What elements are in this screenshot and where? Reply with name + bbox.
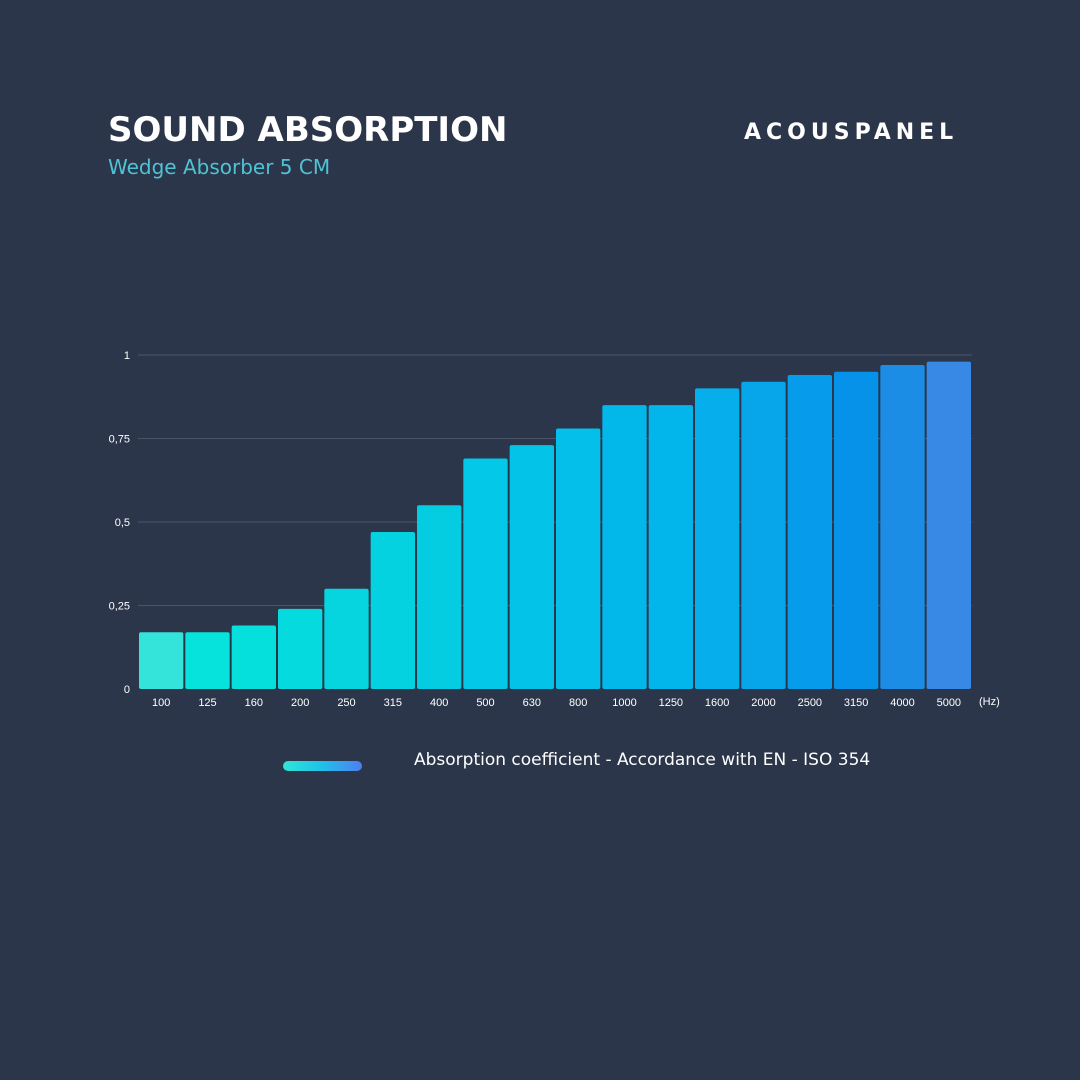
bar	[602, 405, 647, 689]
y-tick-label: 0,75	[109, 434, 130, 446]
x-tick-label: 2500	[798, 697, 822, 709]
brand-logo: ACOUSPANEL	[744, 120, 959, 145]
bar	[926, 361, 971, 689]
x-tick-label: 1000	[612, 697, 636, 709]
x-tick-label: 1600	[705, 697, 729, 709]
x-tick-label: 3150	[844, 697, 868, 709]
y-tick-label: 1	[124, 350, 130, 362]
bar	[278, 608, 323, 689]
x-tick-label: 400	[430, 697, 448, 709]
bar	[648, 405, 693, 689]
x-tick-label: 200	[291, 697, 309, 709]
x-tick-label: 315	[384, 697, 402, 709]
x-tick-label: 4000	[890, 697, 914, 709]
x-tick-label: 630	[523, 697, 541, 709]
bar	[695, 388, 740, 689]
x-tick-label: 500	[476, 697, 494, 709]
bar	[787, 375, 832, 689]
bar	[417, 505, 462, 689]
x-tick-label: 250	[337, 697, 355, 709]
bar	[741, 381, 786, 689]
x-tick-label: 160	[245, 697, 263, 709]
bar	[185, 632, 230, 689]
y-tick-label: 0,5	[115, 517, 130, 529]
bar	[324, 588, 369, 689]
bar	[834, 371, 879, 689]
bar	[463, 458, 508, 689]
legend-label: Absorption coefficient - Accordance with…	[414, 750, 871, 770]
y-tick-label: 0,25	[109, 601, 130, 613]
bar	[556, 428, 601, 689]
bar	[139, 632, 184, 689]
y-tick-label: 0	[124, 684, 130, 696]
x-tick-label: 100	[152, 697, 170, 709]
x-tick-label: 5000	[937, 697, 961, 709]
x-tick-label: 1250	[659, 697, 683, 709]
bar	[509, 445, 554, 689]
page-subtitle: Wedge Absorber 5 CM	[108, 155, 331, 179]
bar	[880, 365, 925, 689]
bar	[370, 532, 415, 689]
x-tick-label: 125	[198, 697, 216, 709]
x-unit-label: (Hz)	[979, 696, 1000, 708]
x-tick-label: 2000	[751, 697, 775, 709]
bar	[231, 625, 276, 689]
page-title: SOUND ABSORPTION	[108, 110, 508, 150]
legend-swatch	[283, 761, 362, 771]
x-tick-label: 800	[569, 697, 587, 709]
